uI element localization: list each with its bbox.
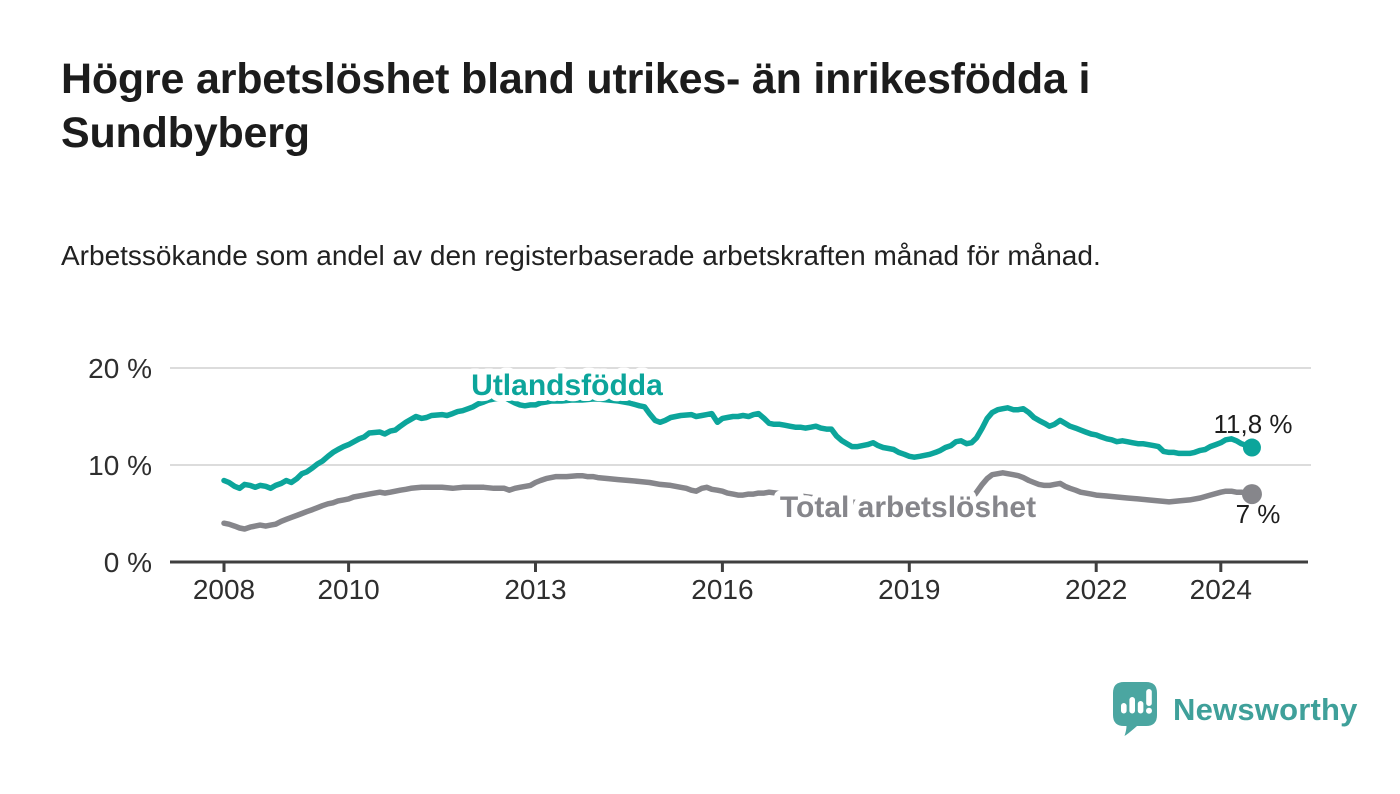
series-end-value-1: 7 % xyxy=(1236,499,1281,529)
chart-subtitle: Arbetssökande som andel av den registerb… xyxy=(61,240,1101,271)
x-axis-label: 2024 xyxy=(1190,574,1252,605)
x-axis-label: 2022 xyxy=(1065,574,1127,605)
newsworthy-logo: Newsworthy xyxy=(1113,682,1358,738)
y-axis-label: 10 % xyxy=(88,450,152,481)
series-end-value-0: 11,8 % xyxy=(1213,409,1292,439)
x-axis-label: 2010 xyxy=(317,574,379,605)
page-title: Högre arbetslöshet bland utrikes- än inr… xyxy=(61,55,1091,158)
series-end-dot-1 xyxy=(1241,484,1262,505)
x-axis-label: 2013 xyxy=(504,574,566,605)
series-label-1: Total arbetslöshet xyxy=(780,491,1036,524)
newsworthy-logo-icon xyxy=(1113,682,1157,736)
y-axis-label: 0 % xyxy=(104,547,152,578)
series-end-dot-0 xyxy=(1242,438,1261,457)
x-axis-label: 2016 xyxy=(691,574,753,605)
y-axis-label: 20 % xyxy=(88,353,152,384)
newsworthy-logo-text: Newsworthy xyxy=(1173,692,1358,727)
series-label-0: Utlandsfödda xyxy=(471,369,663,402)
series-line-0 xyxy=(221,394,1255,492)
x-axis-label: 2008 xyxy=(193,574,255,605)
x-axis-label: 2019 xyxy=(878,574,940,605)
series-line-1 xyxy=(221,470,1255,532)
